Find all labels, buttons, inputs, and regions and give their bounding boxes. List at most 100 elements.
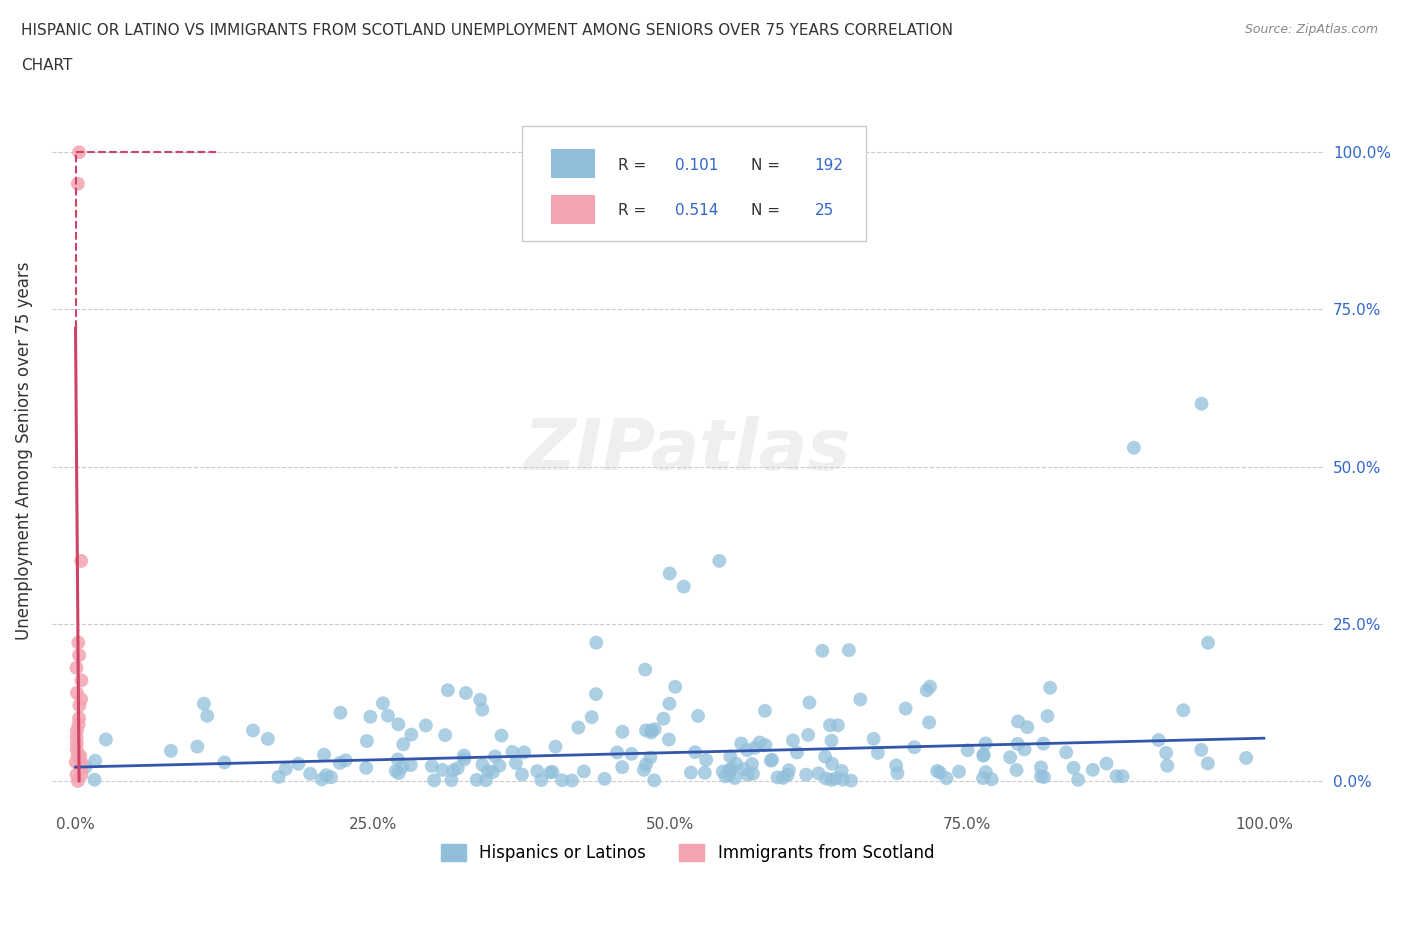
Point (814, 771, 837, 786)
Text: R =: R = (617, 158, 651, 173)
Point (67, 717, 90, 732)
Point (387, 717, 409, 732)
Point (831, 772, 853, 787)
Point (377, 709, 399, 724)
Point (593, 771, 616, 786)
Point (1122, 440, 1144, 455)
Point (70, 761, 93, 776)
Point (67, 698, 90, 713)
Point (544, 739, 567, 754)
Point (214, 755, 236, 770)
Point (918, 715, 941, 730)
Point (794, 767, 817, 782)
Point (484, 749, 506, 764)
Point (1189, 742, 1212, 757)
Point (972, 749, 994, 764)
Point (980, 772, 1002, 787)
Point (778, 763, 800, 777)
Point (972, 771, 994, 786)
Text: 0.514: 0.514 (675, 204, 718, 219)
Point (820, 773, 842, 788)
Point (315, 768, 337, 783)
Point (399, 758, 422, 773)
Point (423, 773, 446, 788)
Point (440, 773, 463, 788)
Point (744, 740, 766, 755)
Point (737, 767, 759, 782)
Point (67, 635, 90, 650)
Point (797, 727, 820, 742)
Point (866, 746, 889, 761)
Point (886, 765, 908, 780)
Text: Source: ZipAtlas.com: Source: ZipAtlas.com (1244, 23, 1378, 36)
Point (634, 662, 657, 677)
Text: 0.101: 0.101 (675, 158, 718, 173)
Point (70, 673, 93, 688)
Point (730, 736, 752, 751)
Point (884, 758, 907, 773)
Point (974, 736, 997, 751)
Point (948, 764, 970, 779)
Point (392, 737, 415, 751)
Point (70, 553, 93, 568)
Point (581, 710, 603, 724)
Point (831, 764, 853, 778)
Point (1156, 758, 1178, 773)
Point (66, 177, 89, 192)
Point (679, 765, 702, 780)
Point (1007, 737, 1029, 751)
Point (1081, 763, 1104, 777)
Point (437, 683, 460, 698)
Point (69, 761, 91, 776)
Point (741, 766, 763, 781)
Point (776, 767, 799, 782)
Point (454, 685, 477, 700)
Point (766, 770, 789, 785)
Legend: Hispanics or Latinos, Immigrants from Scotland: Hispanics or Latinos, Immigrants from Sc… (434, 838, 941, 870)
Point (754, 737, 776, 752)
Point (541, 764, 564, 779)
Point (935, 771, 957, 786)
Point (66, 749, 89, 764)
Point (1197, 635, 1219, 650)
Text: N =: N = (751, 158, 785, 173)
Point (491, 728, 513, 743)
Point (530, 773, 553, 788)
Point (1032, 737, 1054, 751)
Point (640, 724, 662, 738)
Point (695, 752, 717, 767)
Point (741, 756, 763, 771)
Point (1014, 742, 1036, 757)
Point (432, 763, 454, 777)
Point (195, 709, 218, 724)
Point (973, 747, 995, 762)
Point (644, 722, 666, 737)
Point (447, 761, 470, 776)
Text: 25: 25 (814, 204, 834, 219)
Point (482, 764, 505, 779)
Point (634, 757, 657, 772)
Point (1173, 703, 1195, 718)
Point (66, 774, 89, 789)
Point (1039, 681, 1062, 696)
Point (567, 720, 589, 735)
Point (75, 760, 97, 775)
Point (693, 765, 716, 780)
Point (754, 703, 776, 718)
Point (786, 745, 808, 760)
Point (354, 761, 377, 776)
Point (477, 764, 499, 778)
Point (974, 764, 997, 779)
Point (1147, 733, 1170, 748)
Point (415, 718, 437, 733)
FancyBboxPatch shape (522, 126, 866, 241)
Point (287, 756, 309, 771)
Point (66, 724, 89, 738)
Point (956, 743, 979, 758)
Text: R =: R = (617, 204, 651, 219)
Point (468, 692, 491, 707)
Point (65, 729, 87, 744)
Point (827, 718, 849, 733)
Point (371, 696, 394, 711)
Point (401, 727, 423, 742)
